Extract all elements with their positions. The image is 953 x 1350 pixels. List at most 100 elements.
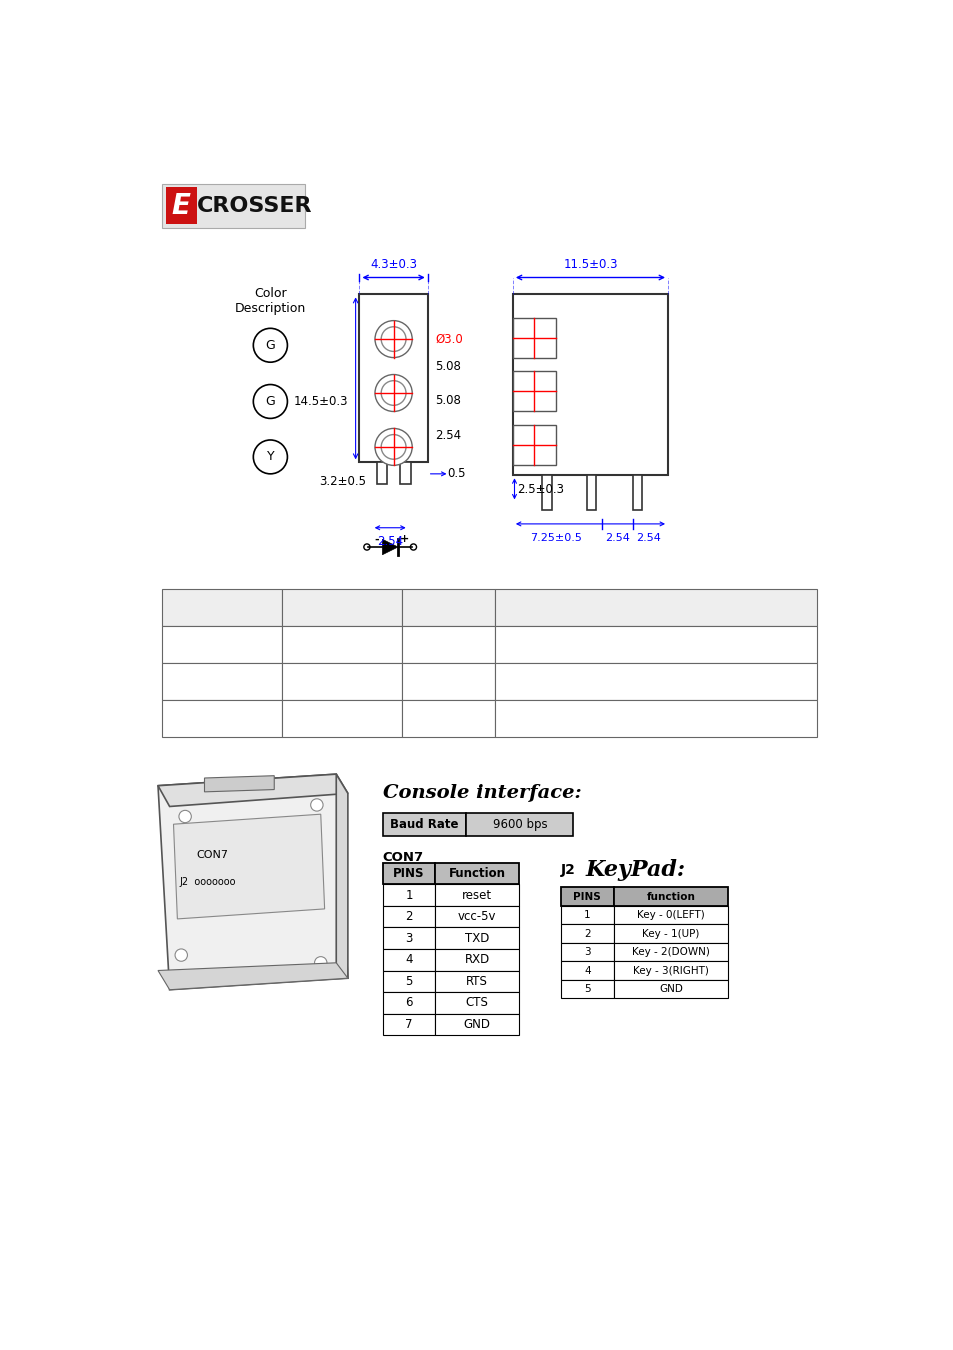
Bar — [282, 626, 402, 663]
Circle shape — [381, 327, 406, 351]
Text: TXD: TXD — [465, 931, 489, 945]
Text: 7.25±0.5: 7.25±0.5 — [529, 533, 581, 543]
Circle shape — [381, 381, 406, 405]
Text: J2: J2 — [560, 863, 576, 876]
Circle shape — [311, 799, 323, 811]
Bar — [402, 701, 495, 737]
Bar — [399, 462, 410, 483]
Circle shape — [363, 544, 370, 549]
Bar — [633, 475, 641, 510]
Text: 5: 5 — [405, 975, 413, 988]
Circle shape — [174, 949, 187, 961]
Text: E: E — [172, 192, 191, 220]
Bar — [162, 184, 305, 228]
Circle shape — [253, 385, 287, 418]
Text: Function: Function — [448, 867, 505, 880]
Bar — [382, 1014, 435, 1035]
Bar — [613, 887, 728, 906]
Text: 2: 2 — [405, 910, 413, 923]
Text: RTS: RTS — [466, 975, 488, 988]
Bar — [382, 971, 435, 992]
Text: 3: 3 — [583, 946, 590, 957]
Text: G: G — [265, 396, 275, 408]
Text: 5: 5 — [583, 984, 590, 994]
Text: RXD: RXD — [464, 953, 490, 967]
Circle shape — [179, 810, 192, 822]
Bar — [435, 971, 518, 992]
Text: Key - 3(RIGHT): Key - 3(RIGHT) — [633, 965, 708, 976]
Text: function: function — [646, 891, 695, 902]
Bar — [495, 701, 816, 737]
Bar — [162, 590, 282, 626]
Bar — [359, 294, 427, 462]
Bar — [382, 927, 435, 949]
Text: 2.54: 2.54 — [435, 429, 461, 441]
Text: Baud Rate: Baud Rate — [390, 818, 458, 830]
Circle shape — [253, 440, 287, 474]
Text: 5.08: 5.08 — [435, 359, 461, 373]
Polygon shape — [204, 776, 274, 792]
Text: GND: GND — [659, 984, 682, 994]
Bar — [495, 626, 816, 663]
Bar — [613, 925, 728, 942]
Bar — [560, 925, 613, 942]
Text: 4: 4 — [405, 953, 413, 967]
Bar — [162, 701, 282, 737]
Text: Ø3.0: Ø3.0 — [435, 332, 463, 346]
Bar — [282, 590, 402, 626]
Text: -: - — [374, 535, 378, 544]
Bar — [586, 475, 596, 510]
Text: 4: 4 — [583, 965, 590, 976]
Bar — [382, 992, 435, 1014]
Bar — [560, 906, 613, 925]
Bar — [560, 980, 613, 998]
Circle shape — [375, 374, 412, 412]
Text: Key - 1(UP): Key - 1(UP) — [641, 929, 699, 938]
Bar — [466, 813, 573, 836]
Bar — [513, 371, 555, 412]
Bar — [382, 949, 435, 971]
Bar — [613, 942, 728, 961]
Text: 5.08: 5.08 — [435, 394, 461, 408]
Polygon shape — [158, 774, 348, 990]
Circle shape — [381, 435, 406, 459]
Text: Key - 2(DOWN): Key - 2(DOWN) — [632, 946, 709, 957]
Polygon shape — [158, 963, 348, 990]
Text: PINS: PINS — [393, 867, 424, 880]
Bar — [435, 863, 518, 884]
Circle shape — [375, 428, 412, 466]
Text: Y: Y — [266, 451, 274, 463]
Text: 9600 bps: 9600 bps — [492, 818, 547, 830]
Bar — [560, 887, 613, 906]
Circle shape — [410, 544, 416, 549]
Bar — [613, 961, 728, 980]
Text: vcc-5v: vcc-5v — [457, 910, 496, 923]
Bar — [542, 475, 551, 510]
Text: 2.5±0.3: 2.5±0.3 — [517, 483, 563, 495]
Text: 3: 3 — [405, 931, 413, 945]
Bar — [613, 980, 728, 998]
Bar — [435, 927, 518, 949]
Bar — [560, 961, 613, 980]
Text: 1: 1 — [405, 888, 413, 902]
Bar — [513, 317, 555, 358]
Bar — [613, 906, 728, 925]
Text: Color
Description: Color Description — [234, 286, 306, 315]
Bar — [282, 663, 402, 701]
Bar — [376, 462, 387, 483]
Bar — [402, 663, 495, 701]
Polygon shape — [335, 774, 348, 979]
Bar — [435, 884, 518, 906]
Text: 14.5±0.3: 14.5±0.3 — [294, 396, 348, 408]
Bar — [435, 1014, 518, 1035]
Bar — [513, 425, 555, 466]
Bar — [162, 626, 282, 663]
Polygon shape — [173, 814, 324, 919]
Text: KeyPad:: KeyPad: — [585, 859, 685, 880]
Bar — [382, 813, 466, 836]
Bar — [513, 294, 667, 475]
Bar — [382, 906, 435, 927]
Text: reset: reset — [462, 888, 492, 902]
Text: CTS: CTS — [465, 996, 488, 1010]
Bar — [402, 626, 495, 663]
